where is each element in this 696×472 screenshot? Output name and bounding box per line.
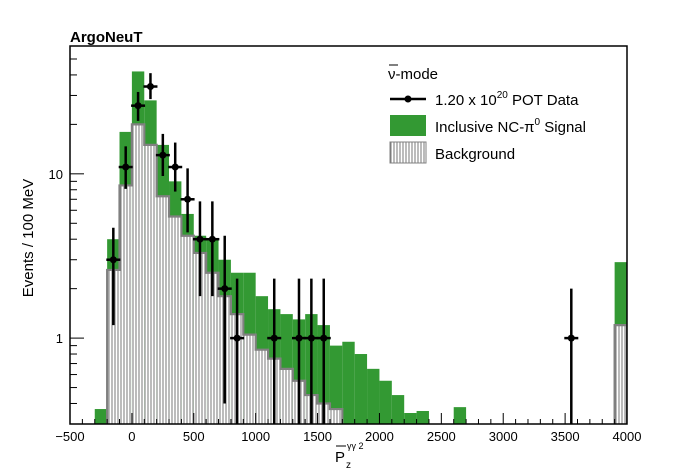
legend-header: ν-mode (388, 66, 438, 83)
data-point-11 (267, 278, 282, 424)
plot-frame (69, 45, 628, 425)
background-bar-14 (280, 368, 293, 424)
data-marker (171, 163, 179, 171)
background-bar-0 (107, 269, 120, 424)
x-axis-label-main: P (335, 449, 345, 466)
data-point-14 (316, 278, 331, 424)
background-bar-19 (614, 325, 627, 424)
y-tick-label: 10 (49, 167, 63, 182)
background-bar-11 (243, 334, 256, 424)
legend-data-marker (404, 95, 412, 103)
legend-header-suffix: -mode (396, 66, 439, 83)
data-point-8 (205, 201, 220, 297)
x-tick-label: 1500 (303, 429, 332, 444)
background-bar-6 (181, 235, 194, 424)
x-tick-label: 2500 (427, 429, 456, 444)
signal-bar-25 (404, 413, 417, 424)
x-tick-label: 1000 (241, 429, 270, 444)
data-point-15 (564, 288, 579, 424)
background-bar-18 (329, 409, 343, 424)
signal-bar-23 (379, 380, 392, 424)
data-marker (270, 334, 278, 342)
signal-bar-19 (329, 345, 343, 424)
data-point-9 (217, 235, 232, 404)
background-bar-5 (169, 216, 182, 424)
data-point-4 (155, 133, 170, 177)
background-bar-2 (131, 124, 145, 424)
background-bar-8 (206, 272, 219, 424)
data-marker (567, 334, 575, 342)
data-marker (122, 163, 130, 171)
legend-background-label: Background (435, 146, 515, 163)
data-marker (295, 334, 303, 342)
y-tick-label: 1 (56, 331, 63, 346)
signal-bar-21 (354, 354, 368, 424)
y-axis-label: Events / 100 MeV (20, 179, 37, 297)
data-points (106, 73, 579, 424)
data-marker (109, 256, 117, 264)
x-tick-label: 0 (128, 429, 135, 444)
data-point-2 (131, 91, 146, 121)
histogram-bars (94, 71, 627, 424)
data-point-6 (180, 168, 195, 233)
data-point-13 (304, 278, 319, 424)
background-bar-1 (119, 185, 132, 424)
background-bar-3 (144, 144, 157, 424)
legend-background-swatch (389, 141, 427, 164)
x-axis-label-sup: γγ 2 (347, 441, 364, 451)
legend-signal-label: Inclusive NC-π0 Signal (435, 117, 586, 136)
data-point-1 (118, 146, 133, 189)
data-marker (184, 195, 192, 203)
chart-title: ArgoNeuT (70, 29, 143, 46)
x-tick-label: 500 (183, 429, 205, 444)
data-point-5 (168, 142, 183, 192)
signal-bar-20 (342, 341, 355, 424)
data-marker (233, 334, 241, 342)
x-tick-label: 3000 (489, 429, 518, 444)
data-point-3 (143, 73, 158, 100)
background-bar-4 (156, 196, 170, 424)
x-axis-label: P z γγ 2 (335, 441, 364, 471)
signal-bar-26 (416, 410, 429, 424)
x-tick-label: 3500 (551, 429, 580, 444)
x-tick-label: −500 (55, 429, 84, 444)
data-marker (221, 285, 229, 293)
x-axis-label-sub: z (346, 460, 351, 471)
x-tick-label: 2000 (365, 429, 394, 444)
legend: ν-mode 1.20 x 1020 POT Data Inclusive NC… (388, 64, 586, 164)
data-marker (146, 83, 154, 91)
background-bar-7 (193, 252, 207, 424)
signal-bar-0 (94, 409, 108, 424)
data-marker (320, 334, 328, 342)
signal-bar-27 (453, 407, 467, 424)
data-point-0 (106, 227, 121, 326)
data-marker (307, 334, 315, 342)
background-bar-12 (255, 349, 269, 424)
data-marker (208, 235, 216, 243)
legend-data-label: 1.20 x 1020 POT Data (435, 90, 579, 109)
data-marker (159, 151, 167, 159)
signal-bar-22 (367, 368, 380, 424)
data-marker (196, 235, 204, 243)
axes: −500 0 500 1000 1500 2000 2500 3000 3500 4000 1 10 (49, 45, 642, 444)
legend-header-nu: ν (388, 66, 396, 83)
data-point-12 (291, 278, 306, 424)
data-marker (134, 102, 142, 110)
data-point-7 (192, 201, 207, 297)
x-tick-label: 4000 (613, 429, 642, 444)
legend-signal-swatch (390, 115, 426, 136)
signal-bar-24 (391, 395, 405, 424)
data-point-10 (230, 278, 245, 424)
